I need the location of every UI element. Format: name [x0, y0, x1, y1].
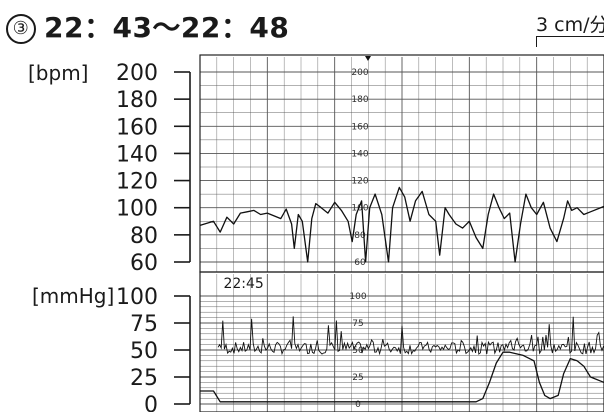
paper-scale-label: 180 — [351, 95, 368, 105]
paper-scale-label: 0 — [355, 400, 361, 410]
paper-scale-label: 140 — [351, 149, 368, 159]
y-tick-label: 25 — [130, 366, 158, 391]
y-unit-label: [bpm] — [28, 61, 88, 85]
paper-marker-icon — [365, 56, 371, 61]
paper-scale-label: 60 — [354, 258, 366, 268]
y-tick-label: 50 — [130, 339, 158, 364]
paper-scale-label: 120 — [351, 177, 368, 187]
paper-scale-label: 100 — [349, 292, 366, 302]
y-tick-label: 100 — [116, 197, 158, 222]
fhr-trace — [199, 186, 604, 263]
y-tick-label: 75 — [130, 312, 158, 337]
y-tick-label: 140 — [116, 142, 158, 167]
paper-scale-label: 80 — [354, 231, 366, 241]
y-unit-label: [mmHg] — [32, 284, 114, 308]
paper-scale-label: 100 — [351, 204, 368, 214]
time-annotation: 22:45 — [223, 276, 263, 292]
chart-title: ③ 22：43～22：48 — [6, 6, 289, 46]
paper-speed-bracket — [536, 36, 604, 47]
fetal-movement-noise — [217, 316, 604, 356]
paper-scale-label: 200 — [351, 68, 368, 78]
y-tick-label: 0 — [144, 393, 158, 412]
paper-scale-label: 160 — [351, 122, 368, 132]
paper-speed-label: 3 cm/分 — [536, 14, 604, 36]
y-tick-label: 80 — [130, 224, 158, 249]
y-tick-label: 160 — [116, 115, 158, 140]
y-tick-label: 100 — [116, 285, 158, 310]
y-tick-label: 60 — [130, 251, 158, 276]
paper-scale-label: 75 — [352, 319, 363, 329]
panel-frame — [199, 271, 604, 412]
y-tick-label: 120 — [116, 170, 158, 195]
y-tick-label: 200 — [116, 61, 158, 86]
uterine-pressure-trace — [200, 351, 604, 403]
paper-scale-label: 50 — [352, 346, 364, 356]
time-range: 22：43～22：48 — [44, 11, 290, 44]
paper-scale-label: 25 — [352, 373, 363, 383]
y-tick-label: 180 — [116, 88, 158, 113]
circled-number: ③ — [6, 14, 36, 44]
